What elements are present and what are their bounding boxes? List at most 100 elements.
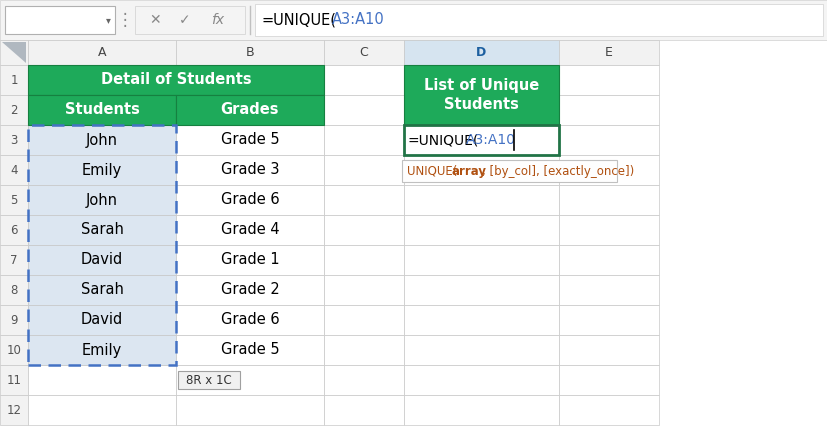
- Bar: [28, 395, 176, 425]
- Text: Sarah: Sarah: [80, 283, 123, 298]
- Bar: [28, 365, 176, 395]
- Text: 6: 6: [10, 224, 17, 236]
- Text: E: E: [605, 46, 612, 59]
- Bar: [0, 335, 28, 365]
- Bar: [176, 365, 323, 395]
- Bar: [28, 215, 176, 245]
- Text: ▾: ▾: [105, 15, 110, 25]
- Text: Grade 4: Grade 4: [221, 222, 279, 237]
- Bar: [176, 155, 323, 185]
- Bar: [558, 215, 658, 245]
- Bar: [28, 95, 176, 125]
- Bar: [0, 215, 28, 245]
- Bar: [323, 65, 404, 95]
- Bar: [558, 335, 658, 365]
- Text: =UNIQUE(: =UNIQUE(: [261, 12, 337, 28]
- Bar: [28, 275, 176, 305]
- Bar: [135, 6, 245, 34]
- Bar: [323, 305, 404, 335]
- Text: 11: 11: [7, 374, 22, 387]
- Bar: [176, 335, 323, 365]
- Bar: [0, 365, 28, 395]
- Text: John: John: [86, 132, 118, 147]
- Text: B: B: [246, 46, 254, 59]
- Bar: [0, 275, 28, 305]
- Bar: [558, 305, 658, 335]
- Bar: [176, 215, 323, 245]
- Bar: [323, 155, 404, 185]
- Bar: [28, 215, 176, 245]
- Text: C: C: [359, 46, 368, 59]
- Bar: [0, 0, 827, 40]
- Bar: [0, 40, 28, 65]
- Text: Grade 6: Grade 6: [221, 313, 279, 328]
- Bar: [176, 215, 323, 245]
- Bar: [176, 185, 323, 215]
- Text: 2: 2: [10, 104, 17, 117]
- Bar: [176, 275, 323, 305]
- Bar: [558, 40, 658, 65]
- Bar: [0, 125, 28, 155]
- Text: Emily: Emily: [82, 343, 122, 357]
- Bar: [558, 395, 658, 425]
- Bar: [176, 155, 323, 185]
- Text: David: David: [81, 252, 123, 267]
- Bar: [0, 245, 28, 275]
- Text: Students: Students: [65, 102, 139, 117]
- Text: 7: 7: [10, 254, 17, 267]
- Bar: [28, 185, 176, 215]
- Text: 10: 10: [7, 344, 22, 356]
- Bar: [28, 245, 176, 275]
- Text: 1: 1: [10, 74, 17, 86]
- Text: Grade 3: Grade 3: [221, 163, 279, 178]
- Bar: [323, 395, 404, 425]
- Bar: [176, 245, 323, 275]
- Text: Grade 6: Grade 6: [221, 193, 279, 208]
- Bar: [28, 185, 176, 215]
- Bar: [558, 95, 658, 125]
- Bar: [0, 395, 28, 425]
- Polygon shape: [2, 42, 26, 63]
- Bar: [404, 155, 558, 185]
- Bar: [404, 215, 558, 245]
- Bar: [28, 305, 176, 335]
- Bar: [176, 40, 323, 65]
- Bar: [178, 371, 240, 389]
- Text: Grades: Grades: [221, 102, 279, 117]
- Bar: [404, 245, 558, 275]
- Bar: [404, 395, 558, 425]
- Bar: [176, 335, 323, 365]
- Bar: [404, 335, 558, 365]
- Bar: [323, 335, 404, 365]
- Bar: [404, 125, 558, 155]
- Bar: [558, 65, 658, 95]
- Text: 3: 3: [10, 133, 17, 147]
- Text: 4: 4: [10, 163, 17, 176]
- Text: List of Unique
Students: List of Unique Students: [423, 77, 538, 112]
- Text: Grade 1: Grade 1: [221, 252, 279, 267]
- Text: David: David: [81, 313, 123, 328]
- Text: Grade 2: Grade 2: [220, 283, 279, 298]
- Text: 12: 12: [7, 403, 22, 417]
- Bar: [5, 6, 115, 34]
- Bar: [404, 305, 558, 335]
- Bar: [28, 335, 176, 365]
- Bar: [28, 65, 323, 95]
- Bar: [558, 155, 658, 185]
- Bar: [176, 185, 323, 215]
- Bar: [0, 185, 28, 215]
- Bar: [28, 125, 176, 155]
- Bar: [404, 95, 558, 125]
- Bar: [176, 305, 323, 335]
- Text: Emily: Emily: [82, 163, 122, 178]
- Bar: [0, 65, 28, 95]
- Bar: [404, 65, 558, 95]
- Bar: [404, 125, 558, 155]
- Bar: [558, 185, 658, 215]
- Text: fx: fx: [211, 13, 224, 27]
- Bar: [28, 305, 176, 335]
- Bar: [323, 185, 404, 215]
- Text: A3:A10: A3:A10: [332, 12, 385, 28]
- Bar: [28, 40, 176, 65]
- Bar: [558, 275, 658, 305]
